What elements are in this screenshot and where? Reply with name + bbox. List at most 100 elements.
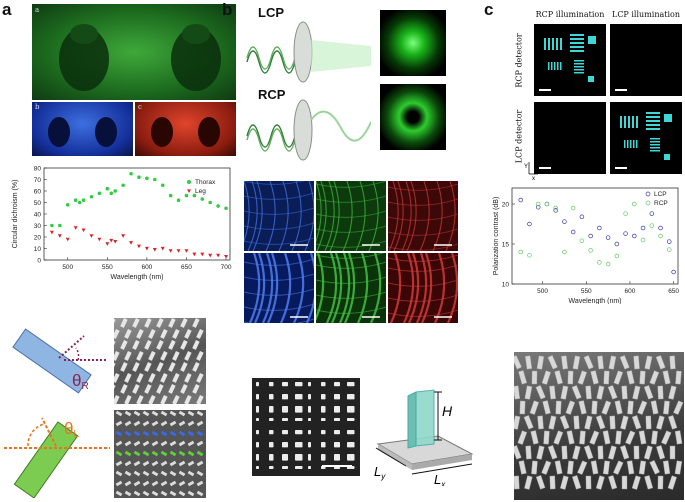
data-point (640, 237, 646, 243)
legend-marker (187, 180, 191, 184)
data-point (667, 239, 672, 244)
sub-label-c: c (138, 103, 142, 111)
data-point (77, 200, 82, 205)
data-point (129, 171, 133, 176)
data-point (89, 234, 94, 238)
beetle-blue-photo: b (32, 102, 133, 156)
data-point (570, 205, 576, 211)
data-point (518, 249, 523, 255)
data-point (544, 201, 550, 207)
sem-image-rcp-array (114, 318, 206, 404)
data-point (65, 203, 70, 207)
image-lcp-rcp (610, 24, 682, 96)
y-tick-label: 20 (502, 202, 510, 209)
rcp-unit-cell-schematic: θR (12, 328, 106, 394)
data-point (658, 233, 663, 239)
data-point (168, 249, 173, 253)
col-header-rcp: RCP illumination (535, 10, 605, 19)
plot-frame (511, 187, 679, 285)
data-point (200, 197, 205, 201)
data-point (89, 194, 94, 199)
svg-text:x: x (532, 176, 535, 180)
image-rcp-rcp (534, 24, 606, 96)
beetle-green-photo: a (32, 4, 236, 100)
sem-nanopillar-topview (252, 378, 360, 476)
col-header-lcp: LCP illumination (612, 10, 680, 19)
data-point (113, 240, 118, 244)
ly-label: Ly (374, 464, 386, 481)
legend-marker (645, 200, 651, 206)
data-point (65, 237, 70, 242)
data-point (649, 223, 655, 228)
data-point (562, 219, 567, 224)
row-header-rcp: RCP detector (514, 33, 524, 88)
legend-entry: Leg (195, 188, 206, 195)
legend-entry: LCP (654, 191, 667, 198)
data-point (105, 242, 110, 246)
data-point (105, 186, 110, 191)
y-tick-label: 20 (34, 235, 42, 242)
data-point (570, 229, 576, 235)
data-point (216, 204, 220, 208)
data-point (153, 177, 157, 182)
data-point (208, 253, 213, 258)
data-point (200, 252, 205, 257)
data-point (671, 269, 676, 275)
panel-label-a: a (2, 0, 12, 19)
data-point (160, 183, 165, 188)
data-point (168, 193, 173, 198)
data-point (49, 230, 54, 235)
beetle-silhouettes (59, 24, 221, 91)
theta-r-label: θR (72, 371, 89, 392)
data-point (597, 225, 602, 231)
data-point (137, 175, 141, 179)
sem-image-lcp-array (114, 410, 206, 498)
sem-nanopillar-tilted (514, 352, 684, 500)
micrograph-red-1 (388, 181, 458, 251)
data-point (632, 201, 637, 207)
data-point (81, 228, 86, 233)
data-point (73, 226, 78, 230)
data-point (535, 204, 541, 210)
svg-text:Y: Y (524, 164, 528, 170)
data-point (109, 191, 114, 196)
data-point (58, 223, 62, 228)
data-point (192, 252, 197, 257)
micrograph-blue-1 (244, 181, 314, 251)
data-point (129, 241, 134, 245)
data-point (527, 221, 532, 227)
x-tick-label: 600 (625, 288, 636, 295)
x-tick-label: 500 (537, 288, 548, 295)
data-point (614, 253, 620, 259)
data-point (81, 198, 86, 202)
data-point (614, 241, 620, 247)
rcp-label: RCP (258, 87, 286, 102)
panel-label-c: c (484, 0, 494, 19)
micrograph-red-2 (388, 253, 458, 323)
data-point (579, 214, 585, 220)
data-point (553, 208, 558, 213)
y-axis-label: Circular dichroism (%) (12, 180, 19, 249)
data-point (160, 246, 165, 251)
axis-indicator: Y x (524, 162, 538, 180)
nanopillar-schematic: H Ly Lx (374, 389, 474, 486)
data-point (57, 234, 62, 238)
data-point (145, 176, 149, 181)
lcp-helix-illustration (246, 21, 371, 83)
data-point (121, 183, 125, 188)
data-point (597, 260, 602, 265)
y-tick-label: 10 (502, 282, 510, 289)
data-point (553, 205, 558, 211)
data-point (208, 200, 213, 205)
data-point (73, 198, 78, 202)
lcp-label: LCP (258, 5, 284, 20)
data-point (667, 247, 672, 252)
micrograph-green-1 (316, 181, 386, 251)
data-point (623, 211, 628, 216)
data-point (640, 225, 646, 231)
y-tick-label: 70 (34, 177, 42, 184)
x-tick-label: 600 (141, 264, 152, 271)
data-point (184, 193, 189, 198)
data-point (527, 252, 532, 258)
data-point (649, 211, 655, 216)
